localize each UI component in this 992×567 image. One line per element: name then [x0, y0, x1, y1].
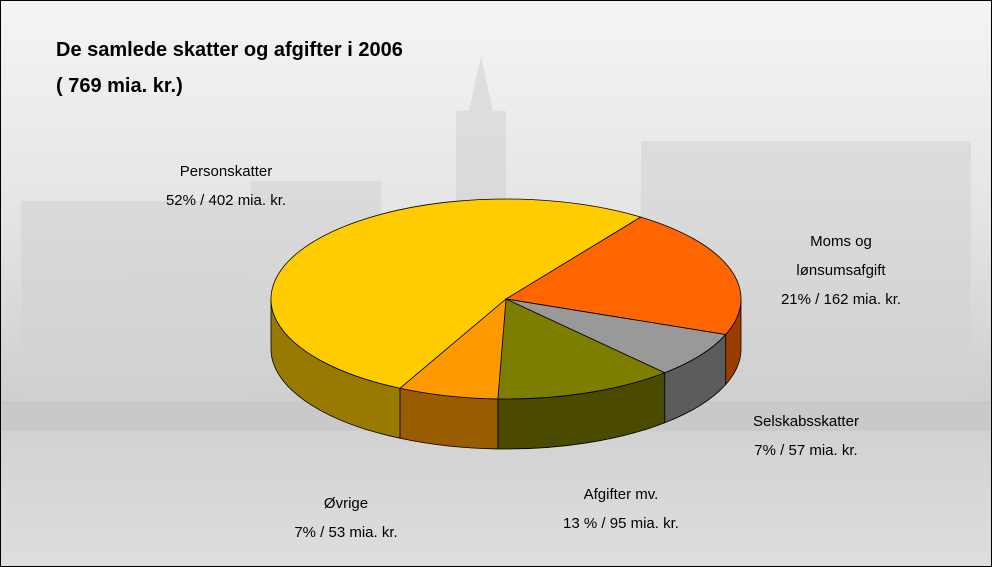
category-label: Personskatter	[166, 157, 286, 186]
category-label: Afgifter mv.	[563, 480, 679, 509]
chart-title: De samlede skatter og afgifter i 2006	[56, 39, 403, 62]
chart: De samlede skatter og afgifter i 2006 ( …	[0, 0, 992, 567]
slice-label: Afgifter mv.13 % / 95 mia. kr.	[563, 480, 679, 538]
value-label: 7% / 57 mia. kr.	[753, 436, 859, 465]
category-label: Moms og lønsumsafgift	[781, 227, 901, 285]
value-label: 52% / 402 mia. kr.	[166, 186, 286, 215]
pie	[271, 199, 741, 449]
category-label: Selskabsskatter	[753, 407, 859, 436]
value-label: 7% / 53 mia. kr.	[294, 518, 397, 547]
value-label: 21% / 162 mia. kr.	[781, 285, 901, 314]
chart-subtitle: ( 769 mia. kr.)	[56, 75, 183, 98]
category-label: Øvrige	[294, 489, 397, 518]
value-label: 13 % / 95 mia. kr.	[563, 509, 679, 538]
